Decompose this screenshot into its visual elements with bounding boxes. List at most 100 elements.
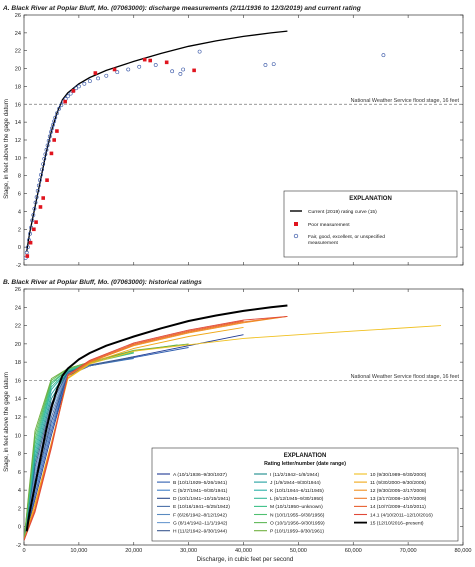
measurement-point-circle: [28, 231, 32, 236]
poor-measurement-square: [142, 57, 147, 62]
legend-label: F (6/26/1942–8/12/1942): [173, 512, 227, 518]
measurement-point-circle: [40, 167, 45, 172]
panel-a-ytick-label: 10: [15, 156, 21, 162]
measurement-point-circle: [34, 195, 39, 200]
rating-curve-line: [24, 315, 288, 541]
legend-label: J (1/9/1944–9/30/1944): [270, 480, 321, 486]
measurement-point-circle: [57, 106, 62, 111]
poor-measurement-square: [41, 196, 46, 200]
panel-b-ytick-label: 8: [18, 452, 21, 458]
panel-b-ylabel: Stage, in feet above the gage datum: [3, 372, 10, 472]
panel-b-ytick-label: -2: [16, 543, 21, 549]
poor-measurement-square: [148, 58, 153, 63]
legend-label: 14 (10/7/2009–4/10/2011): [370, 504, 426, 510]
rating-curve-line: [25, 304, 288, 532]
measurement-point-circle: [39, 172, 43, 177]
measurement-point-circle: [53, 115, 58, 120]
measurement-point-circle: [197, 49, 202, 54]
panel-b-xtick-label: 50,000: [290, 548, 307, 554]
rating-curve-line: [24, 356, 134, 541]
poor-measurement-square: [49, 151, 54, 156]
legend-label: 12 (9/30/2005–3/17/2008): [370, 488, 427, 494]
measurement-point-circle: [170, 69, 175, 74]
measurement-point-circle: [271, 62, 276, 67]
panel-a-legend-title: EXPLANATION: [349, 196, 392, 202]
panel-b-xtick-label: 10,000: [70, 548, 87, 554]
legend-label-line: Fair, good, excellent, or unspecified: [308, 234, 385, 240]
legend-label: 14.1 (4/10/2011–12/10/2016): [370, 512, 433, 518]
panel-b-xtick-label: 40,000: [235, 548, 252, 554]
panel-a-ytick-label: 14: [15, 120, 21, 126]
panel-a-ytick-label: 6: [18, 192, 21, 198]
poor-measurement-square: [192, 68, 196, 73]
panel-a-ytick-label: -2: [16, 263, 21, 269]
measurement-point-circle: [68, 91, 73, 96]
legend-label: 15 (12/10/2016–present): [370, 520, 424, 526]
measurement-point-circle: [59, 103, 64, 108]
measurement-point-circle: [46, 138, 51, 143]
legend-label: I (11/2/1942–1/8/1944): [270, 472, 319, 478]
panel-b-ytick-label: 10: [15, 433, 21, 439]
measurement-point-circle: [30, 218, 35, 223]
measurement-point-circle: [50, 126, 54, 131]
legend-square-swatch: [294, 222, 298, 226]
measurement-point-circle: [42, 156, 47, 161]
poor-measurement-square: [63, 99, 67, 104]
measurement-point-circle: [76, 84, 81, 89]
legend-label: N (10/1/1955–9/30/1956): [270, 512, 325, 518]
legend-label: B (10/1/1929–5/26/1941): [173, 480, 227, 486]
measurement-point-circle: [51, 122, 55, 127]
measurement-point-circle: [126, 67, 131, 72]
panel-b-ytick-label: 16: [15, 378, 21, 384]
panel-a-flood-stage-label: National Weather Service flood stage, 16…: [351, 98, 460, 104]
measurement-point-circle: [25, 245, 30, 250]
panel-b-legend-box: [151, 447, 459, 542]
panel-b-ytick-label: 26: [15, 287, 21, 293]
legend-label: D (10/1/1941–10/15/1941): [173, 496, 230, 502]
current-rating-curve: [26, 30, 288, 252]
panel-b-ytick-label: 18: [15, 360, 21, 366]
poor-measurement-square: [112, 67, 117, 72]
poor-measurement-square: [38, 205, 43, 209]
legend-label: G (8/14/1942–11/1/1942): [173, 520, 228, 526]
measurement-point-circle: [181, 67, 186, 72]
panel-b-xtick-label: 70,000: [400, 548, 417, 554]
measurement-point-circle: [48, 130, 53, 134]
measurement-point-circle: [115, 70, 120, 75]
legend-label: Poor measurement: [308, 222, 350, 228]
legend-label: A (10/1/1936–9/30/1937): [173, 472, 227, 478]
legend-label: O (10/1/1956–9/30/1959): [270, 520, 325, 526]
poor-measurement-square: [164, 60, 169, 65]
measurement-point-circle: [178, 72, 183, 76]
panel-b-ytick-label: 4: [18, 488, 21, 494]
legend-label: L (6/12/1945–9/30/1950): [270, 496, 324, 502]
panel-b-xtick-label: 80,000: [454, 548, 471, 554]
poor-measurement-square: [55, 129, 59, 133]
legend-label: 11 (9/30/2000–9/30/2005): [370, 480, 426, 486]
measurement-point-circle: [153, 63, 158, 67]
legend-circle-swatch: [293, 233, 299, 239]
poor-measurement-square: [32, 227, 36, 232]
panel-b-ytick-label: 6: [18, 470, 21, 476]
measurement-point-circle: [24, 250, 29, 255]
panel-b-ytick-label: 24: [15, 305, 21, 311]
panel-a-ytick-label: 16: [15, 102, 21, 108]
measurement-point-circle: [31, 213, 36, 217]
panel-a-ytick-label: 12: [15, 138, 21, 144]
measurement-point-circle: [74, 86, 79, 91]
legend-label: Current (2019) rating curve (15): [308, 209, 377, 215]
panel-b-xtick-label: 60,000: [345, 548, 362, 554]
legend-label: Fair, good, excellent, or unspecified mea…: [308, 234, 385, 246]
panel-a-ytick-label: 0: [18, 245, 21, 251]
measurement-point-circle: [87, 79, 92, 83]
measurement-point-circle: [44, 147, 49, 152]
panel-a-ytick-label: 2: [18, 227, 21, 233]
measurement-point-circle: [52, 119, 57, 124]
legend-label: 13 (3/17/2008–10/7/2009): [370, 496, 427, 502]
measurement-point-circle: [45, 143, 50, 148]
panel-a-ylabel: Stage, in feet above the gage datum: [3, 99, 10, 199]
panel-b-ytick-label: 0: [18, 525, 21, 531]
measurement-point-circle: [33, 200, 38, 205]
